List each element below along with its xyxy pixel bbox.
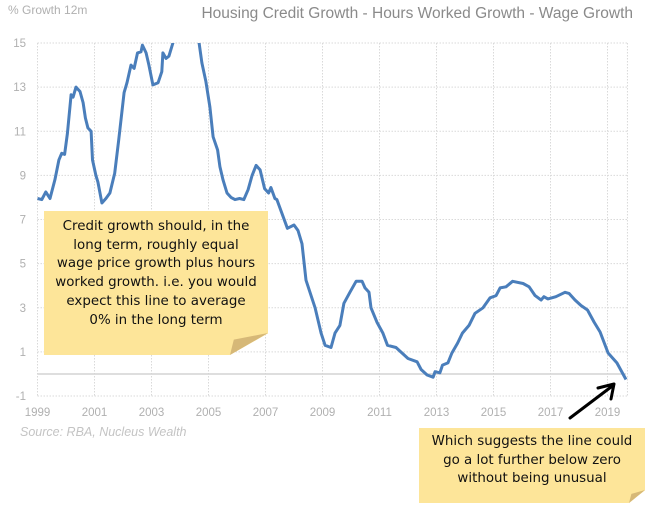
x-tick-label: 1999 <box>25 407 51 419</box>
x-tick-labels: 1999 2001 2003 2005 2007 2009 2011 2013 2015 2017… <box>25 407 621 419</box>
x-tick-label: 2007 <box>253 407 279 419</box>
x-tick-label: 2003 <box>139 407 165 419</box>
x-tick-label: 2015 <box>481 407 507 419</box>
chart-title: Housing Credit Growth - Hours Worked Gro… <box>201 5 633 22</box>
x-tick-label: 2019 <box>595 407 621 419</box>
source-note: Source: RBA, Nucleus Wealth <box>20 425 187 439</box>
x-tick-label: 2011 <box>367 407 392 419</box>
x-tick-label: 2001 <box>82 407 108 419</box>
gridlines <box>37 42 628 397</box>
sticky-note-below-zero: Which suggests the line could go a lot f… <box>419 428 645 503</box>
x-tick-label: 2017 <box>538 407 564 419</box>
y-tick-label: 9 <box>20 170 26 182</box>
y-tick-label: 3 <box>20 303 26 315</box>
y-tick-label: 11 <box>14 126 26 138</box>
series-line <box>37 43 628 381</box>
y-tick-label: 15 <box>13 38 26 50</box>
y-tick-label: 1 <box>20 347 26 359</box>
y-tick-label: -1 <box>16 391 26 403</box>
sticky-note-long-term: Credit growth should, in the long term, … <box>44 211 268 355</box>
y-tick-label: 5 <box>20 259 26 271</box>
arrow-icon <box>568 382 616 420</box>
x-tick-label: 2009 <box>310 407 336 419</box>
y-tick-label: 7 <box>20 215 26 227</box>
y-tick-label: 13 <box>13 82 26 94</box>
x-tick-label: 2005 <box>196 407 222 419</box>
y-axis-label: % Growth 12m <box>8 3 88 17</box>
x-tick-label: 2013 <box>424 407 450 419</box>
